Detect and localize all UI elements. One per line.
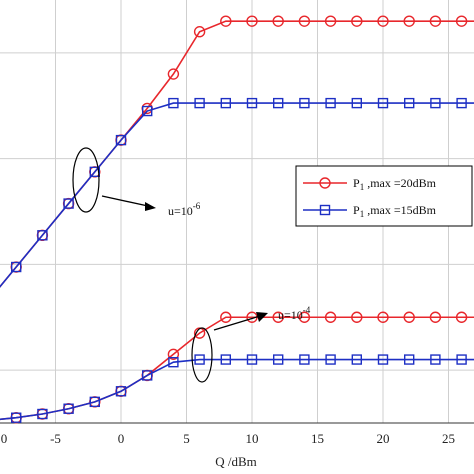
series-1 — [0, 97, 474, 288]
data-point — [298, 15, 311, 27]
data-point — [10, 412, 22, 423]
data-point — [456, 354, 467, 365]
x-tick-labels: 0 -5 0 5 10 15 20 25 — [1, 431, 455, 446]
data-point — [141, 370, 153, 381]
data-point — [455, 311, 468, 323]
x-tick-label: 15 — [311, 431, 324, 446]
data-point — [273, 354, 284, 365]
data-point — [10, 261, 22, 273]
legend-box — [295, 165, 473, 227]
legend-label-15dbm: P1 ,max =15dBm — [353, 203, 437, 219]
x-tick-label: -5 — [50, 431, 61, 446]
data-point — [377, 354, 389, 365]
highlight-ellipse-lower — [191, 327, 213, 383]
data-point — [429, 15, 442, 27]
data-point — [115, 386, 127, 397]
data-point — [246, 15, 258, 27]
legend-marker-20dbm — [319, 177, 331, 189]
data-point — [141, 105, 153, 117]
annotation-u-upper: u=10-6 — [168, 201, 201, 218]
data-point — [351, 311, 363, 323]
data-point — [299, 354, 310, 365]
data-point — [168, 356, 179, 368]
legend-label-20dbm: P1 ,max =20dBm — [353, 176, 437, 192]
arrow-head-upper — [145, 202, 156, 211]
data-point — [404, 354, 415, 365]
x-tick-label: 20 — [377, 431, 390, 446]
data-point — [37, 230, 48, 241]
x-tick-label: 0 — [1, 431, 8, 446]
data-point — [403, 15, 415, 27]
data-point — [273, 97, 284, 109]
data-point — [115, 134, 127, 146]
data-point — [220, 97, 232, 109]
arrow-line-lower — [213, 315, 261, 331]
data-point — [63, 198, 74, 209]
data-point — [246, 354, 258, 365]
data-point — [89, 396, 101, 408]
series-layer — [0, 15, 474, 424]
x-tick-label: 5 — [183, 431, 190, 446]
data-point — [325, 97, 336, 109]
highlight-ellipse-upper — [72, 147, 100, 213]
data-point — [351, 354, 362, 365]
data-point — [430, 354, 441, 365]
legend: P1 ,max =20dBm P1 ,max =15dBm — [295, 165, 473, 227]
data-point — [456, 97, 467, 109]
data-point — [193, 26, 206, 38]
legend-marker-15dbm — [319, 204, 331, 216]
data-point — [194, 354, 205, 365]
data-point — [220, 354, 232, 365]
data-point — [351, 97, 362, 109]
x-axis-title: Q /dBm — [215, 454, 257, 469]
annotation-marks — [72, 147, 268, 383]
arrow-line-upper — [101, 195, 149, 207]
data-point — [351, 15, 363, 27]
data-point — [272, 15, 284, 27]
data-point — [168, 97, 179, 109]
annotation-u-lower: u=10-4 — [278, 305, 311, 322]
data-point — [37, 408, 48, 420]
x-tick-label: 25 — [442, 431, 455, 446]
data-point — [220, 311, 232, 323]
data-point — [403, 311, 415, 323]
data-point — [377, 15, 389, 27]
data-point — [246, 97, 258, 109]
data-point — [89, 166, 101, 178]
data-point — [324, 311, 337, 323]
x-tick-label: 0 — [118, 431, 125, 446]
series-3 — [0, 354, 474, 423]
data-point — [324, 15, 337, 27]
data-point — [430, 97, 441, 109]
data-point — [299, 97, 310, 109]
data-point — [429, 311, 442, 323]
data-point — [220, 15, 232, 27]
arrow-head-lower — [256, 312, 268, 322]
data-point — [404, 97, 415, 109]
data-point — [167, 348, 180, 360]
data-point — [325, 354, 336, 365]
data-point — [455, 15, 468, 27]
x-tick-label: 10 — [246, 431, 259, 446]
data-point — [194, 97, 205, 109]
data-point — [272, 311, 284, 323]
data-point — [167, 68, 180, 80]
data-point — [63, 403, 74, 414]
data-point — [377, 311, 389, 323]
data-point — [377, 97, 389, 109]
data-point — [298, 311, 311, 323]
